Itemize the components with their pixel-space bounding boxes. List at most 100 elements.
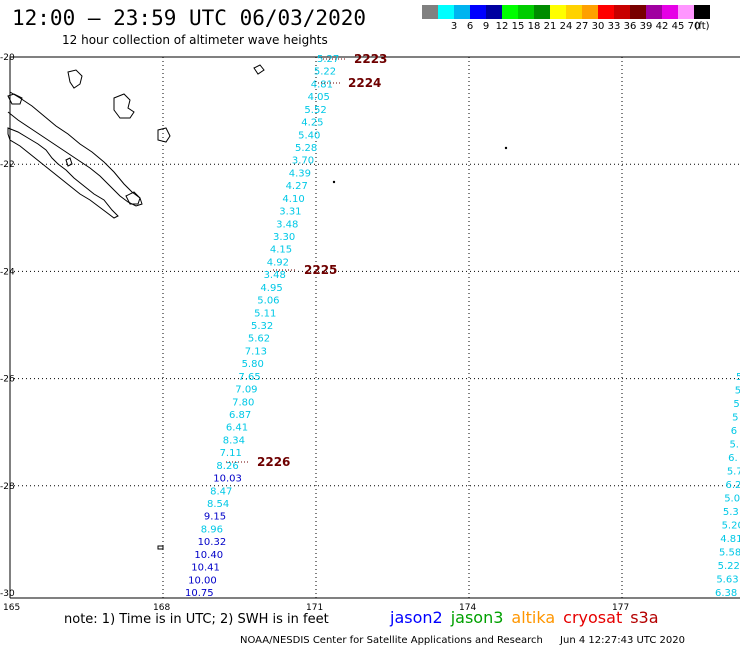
credit-text: NOAA/NESDIS Center for Satellite Applica… [240, 635, 543, 646]
legend-label: 12 [495, 21, 509, 32]
wave-height-value: 9.15 [204, 512, 226, 523]
wave-height-value: 4.39 [289, 168, 311, 179]
legend-swatch [566, 5, 582, 19]
wave-height-value: 5.62 [248, 334, 270, 345]
norfolk-marker [157, 545, 164, 550]
pass-time-label: 2224 [348, 76, 381, 90]
coastlines [7, 64, 508, 550]
map-grid [9, 56, 740, 599]
wave-height-value: 5.11 [254, 308, 276, 319]
legend-swatch [422, 5, 438, 19]
legend-label: 42 [655, 21, 669, 32]
wave-height-value: 3.30 [273, 232, 295, 243]
wave-height-value: 3.48 [264, 270, 286, 281]
legend-swatch [694, 5, 710, 19]
mare-island [157, 127, 171, 143]
satellite-altika: altika [511, 608, 556, 627]
wave-height-value: 3.31 [279, 207, 301, 218]
wave-height-value: 5.06 [257, 296, 279, 307]
page-title: 12:00 – 23:59 UTC 06/03/2020 [12, 6, 367, 30]
wave-height-value: 4.95 [260, 283, 282, 294]
legend-swatch [598, 5, 614, 19]
axis-labels: 165 168 171 174 177 -20 -22 -24 -26 -28 -30 [0, 53, 629, 613]
legend-label: 36 [623, 21, 637, 32]
wave-height-value: 10.03 [213, 474, 242, 485]
wave-height-value: 4.92 [267, 257, 289, 268]
new-caledonia-lagoon [7, 91, 143, 207]
wave-height-value: 5.80 [242, 359, 264, 370]
page-subtitle: 12 hour collection of altimeter wave hei… [62, 33, 328, 47]
conway-reef [504, 146, 508, 150]
legend-swatch [582, 5, 598, 19]
wave-height-value: 10.00 [188, 575, 217, 586]
lon-tick-label: 165 [3, 603, 20, 613]
legend-swatch [470, 5, 486, 19]
wave-height-value: 5.22 [314, 67, 336, 78]
wave-height-value: 6 [731, 426, 737, 437]
timestamp: Jun 4 12:27:43 UTC 2020 [560, 635, 685, 646]
wave-height-value: 5.52 [304, 105, 326, 116]
pass-time-label: 2226 [257, 455, 290, 469]
vanuatu-south-island [253, 64, 265, 75]
wave-height-value: 10.40 [194, 550, 223, 561]
wave-height-value: 6.87 [229, 410, 251, 421]
wave-height-value: 5.0 [724, 494, 740, 505]
wave-height-value: 4.15 [270, 245, 292, 256]
satellite-jason2: jason2 [390, 608, 443, 627]
legend-label: 24 [559, 21, 573, 32]
wave-height-value: 5. [729, 440, 739, 451]
wave-height-value: 6.41 [226, 423, 248, 434]
legend-swatch [518, 5, 534, 19]
wave-height-value: 8.47 [210, 486, 232, 497]
legend-label: 6 [466, 21, 474, 32]
lat-tick-label: -22 [0, 160, 15, 170]
wave-height-value: 4.81 [720, 534, 740, 545]
legend-swatch [678, 5, 694, 19]
legend-swatch [454, 5, 470, 19]
legend-swatch [550, 5, 566, 19]
wave-height-value: 5.63 [716, 575, 738, 586]
footnote: note: 1) Time is in UTC; 2) SWH is in fe… [64, 612, 329, 627]
legend-swatch [630, 5, 646, 19]
wave-height-value: 4.10 [282, 194, 304, 205]
wave-height-value: 5.32 [251, 321, 273, 332]
wave-height-value: 7.80 [232, 397, 254, 408]
credit-line: NOAA/NESDIS Center for Satellite Applica… [240, 635, 685, 646]
legend-label: 21 [543, 21, 557, 32]
wave-height-value: 5 [733, 399, 739, 410]
lon-tick-label: 177 [612, 603, 629, 613]
wave-height-value: 5.27 [317, 54, 339, 65]
legend-label: 30 [591, 21, 605, 32]
wave-height-value: 5.40 [298, 130, 320, 141]
wave-height-value: 8.54 [207, 499, 229, 510]
lon-tick-label: 168 [153, 603, 170, 613]
color-legend [422, 5, 710, 19]
lifou-island [113, 93, 135, 119]
altimeter-track-a: 5.27 5.224.81 4.05 5.52 4.255.40 5.28 3.704.39… [185, 54, 339, 599]
walpole-island [65, 157, 73, 167]
lat-tick-label: -30 [0, 589, 15, 599]
wave-height-value: 5 [736, 372, 740, 383]
wave-height-value: 5.7 [727, 467, 740, 478]
wave-height-value: 3.70 [292, 156, 314, 167]
legend-label: 39 [639, 21, 653, 32]
legend-label: 45 [671, 21, 685, 32]
legend-unit: (ft) [694, 21, 710, 32]
new-caledonia-coastline [7, 127, 119, 219]
lon-tick-label: 174 [459, 603, 476, 613]
wave-height-value: 4.27 [286, 181, 308, 192]
lat-tick-label: -26 [0, 375, 15, 385]
wave-height-value: 7.65 [238, 372, 260, 383]
satellite-s3a: s3a [630, 608, 659, 627]
lat-tick-label: -24 [0, 267, 15, 277]
legend-label: 15 [511, 21, 525, 32]
lat-tick-label: -20 [0, 53, 15, 63]
wave-height-value: 4.05 [308, 92, 330, 103]
wave-height-value: 5.28 [295, 143, 317, 154]
legend-swatch [662, 5, 678, 19]
legend-swatch [502, 5, 518, 19]
wave-height-value: 7.11 [220, 448, 242, 459]
satellite-legend: jason2 jason3 altika cryosat s3a [390, 608, 667, 627]
pass-time-label: 2225 [304, 263, 337, 277]
